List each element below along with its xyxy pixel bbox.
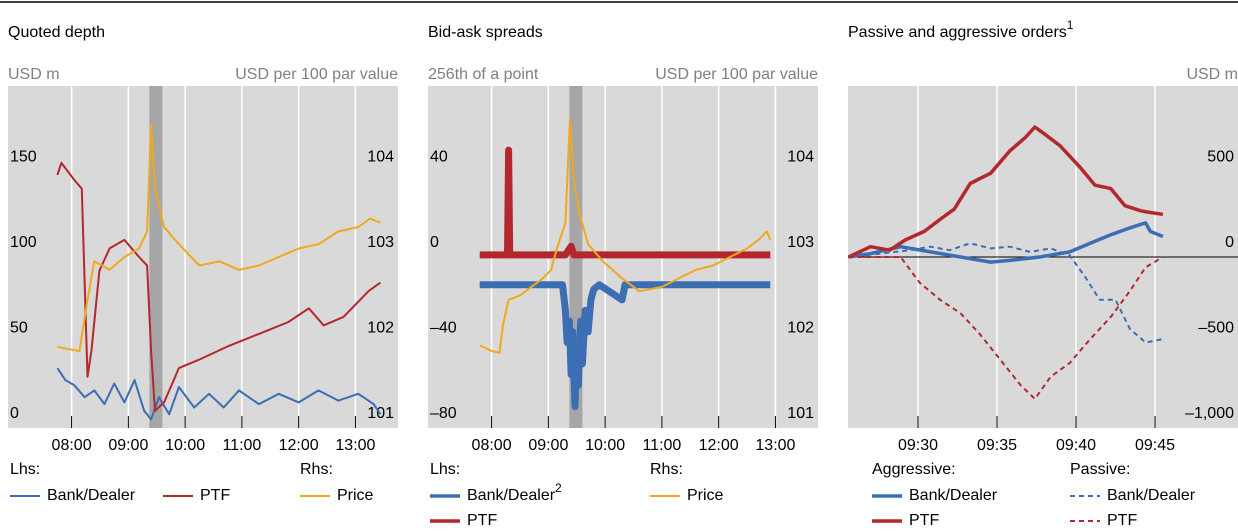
x-tick-label: 11:00 [222, 437, 261, 454]
x-tick-label: 10:00 [585, 437, 625, 454]
y-tick-label: –500 [1198, 320, 1234, 337]
series-line [848, 242, 1164, 344]
x-tick-label: 09:40 [1056, 437, 1096, 454]
x-tick-label: 10:00 [165, 437, 205, 454]
y-tick-label: 40 [430, 149, 448, 166]
x-tick-label: 11:00 [642, 437, 681, 454]
y2-axis-unit: USD per 100 par value [655, 66, 818, 83]
x-tick-label: 09:00 [108, 437, 148, 454]
x-tick-label: 13:00 [335, 437, 375, 454]
y-axis-unit: USD m [8, 66, 60, 83]
legend-group-label: Passive: [1070, 461, 1130, 478]
series-line [848, 221, 1164, 264]
superscript: 2 [555, 481, 562, 495]
legend-label: PTF [1107, 512, 1137, 529]
x-tick-label: 08:00 [52, 437, 92, 454]
y-tick-label: –40 [430, 320, 457, 337]
legend-label: Bank/Dealer [1107, 487, 1196, 504]
legend-group-label: Lhs: [430, 461, 460, 478]
y2-tick-label: 102 [367, 320, 394, 337]
series-line [847, 125, 1164, 259]
y-tick-label: 50 [10, 320, 28, 337]
legend-label: Price [687, 487, 724, 504]
plot-area [8, 86, 398, 428]
y2-tick-label: 104 [787, 149, 814, 166]
y-tick-label: 150 [10, 149, 37, 166]
highlight-band [149, 86, 163, 428]
superscript: 1 [1067, 18, 1074, 32]
series-line [479, 119, 772, 354]
legend-group-label: Rhs: [300, 461, 333, 478]
x-tick-label: 13:00 [755, 437, 795, 454]
y-tick-label: 100 [10, 234, 37, 251]
legend-label: Bank/Dealer2 [467, 481, 562, 504]
y2-tick-label: 101 [787, 405, 814, 422]
x-tick-label: 12:00 [279, 437, 319, 454]
x-tick-label: 09:30 [898, 437, 938, 454]
y2-tick-label: 104 [367, 149, 394, 166]
y-tick-label: –80 [430, 405, 457, 422]
legend-label: PTF [467, 512, 497, 529]
y2-tick-label: 102 [787, 320, 814, 337]
legend-group-label: Aggressive: [872, 461, 956, 478]
y-tick-label: 500 [1207, 149, 1234, 166]
series-line [848, 256, 1164, 400]
y2-tick-label: 103 [787, 234, 814, 251]
legend-group-label: Rhs: [650, 461, 683, 478]
legend-label: Bank/Dealer [909, 487, 998, 504]
legend-label: PTF [909, 512, 939, 529]
y2-axis-unit: USD per 100 par value [235, 66, 398, 83]
legend-group-label: Lhs: [10, 461, 40, 478]
y-axis-unit: USD m [1186, 66, 1238, 83]
chart-title: Passive and aggressive orders1 [848, 18, 1074, 41]
x-tick-label: 09:35 [977, 437, 1017, 454]
series-line [56, 367, 382, 421]
y-tick-label: 0 [1225, 234, 1234, 251]
legend-label: Price [337, 487, 374, 504]
series-line [57, 123, 381, 352]
chart-title: Bid-ask spreads [428, 24, 543, 41]
legend-label: PTF [200, 487, 230, 504]
y2-tick-label: 103 [367, 234, 394, 251]
y-axis-unit: 256th of a point [428, 66, 539, 83]
legend-label: Bank/Dealer [47, 487, 136, 504]
series-line [56, 161, 381, 412]
y-tick-label: –1,000 [1185, 405, 1234, 422]
y-tick-label: 0 [430, 234, 439, 251]
x-tick-label: 09:45 [1135, 437, 1175, 454]
x-tick-label: 09:00 [528, 437, 568, 454]
series-line [479, 146, 771, 259]
y-tick-label: 0 [10, 405, 19, 422]
series-line [479, 281, 771, 411]
x-tick-label: 12:00 [699, 437, 739, 454]
x-tick-label: 08:00 [472, 437, 512, 454]
chart-title: Quoted depth [8, 24, 105, 41]
